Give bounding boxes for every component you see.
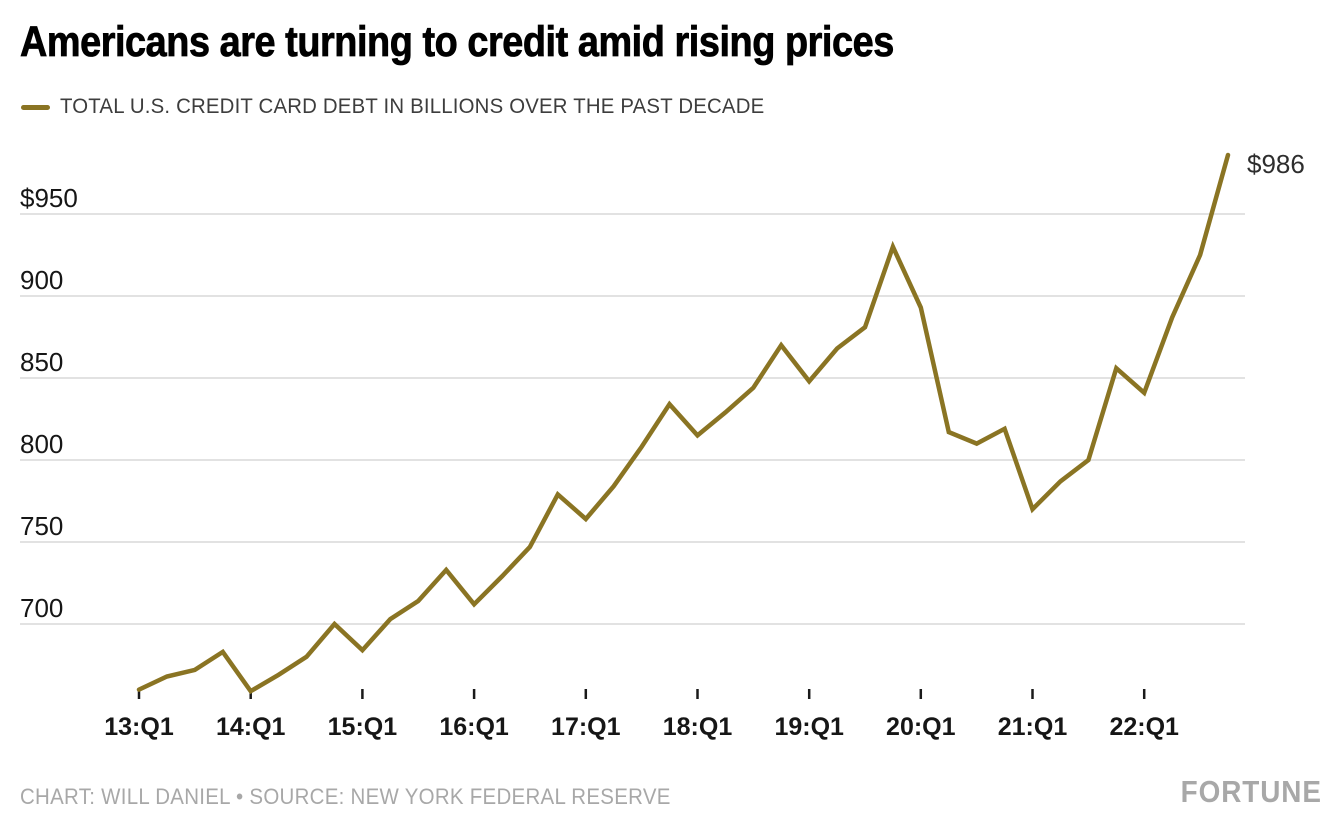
x-axis-label-18:Q1: 18:Q1 <box>663 713 733 741</box>
y-axis-label-950: $950 <box>20 183 78 213</box>
end-value-annotation: $986 <box>1246 148 1305 179</box>
y-axis-label-700: 700 <box>20 593 63 623</box>
chart-credit: CHART: WILL DANIEL • SOURCE: NEW YORK FE… <box>20 784 671 809</box>
x-axis-label-21:Q1: 21:Q1 <box>998 713 1068 741</box>
chart-title: Americans are turning to credit amid ris… <box>20 18 895 66</box>
x-axis-label-19:Q1: 19:Q1 <box>774 713 844 741</box>
x-axis-label-20:Q1: 20:Q1 <box>886 713 956 741</box>
legend: TOTAL U.S. CREDIT CARD DEBT IN BILLIONS … <box>21 94 786 120</box>
fortune-logo: FORTUNE <box>1180 774 1322 809</box>
x-axis-label-16:Q1: 16:Q1 <box>439 713 509 741</box>
y-axis-label-750: 750 <box>20 511 63 541</box>
y-axis-label-850: 850 <box>20 347 63 377</box>
x-axis-label-17:Q1: 17:Q1 <box>551 713 621 741</box>
y-axis-label-800: 800 <box>20 429 63 459</box>
x-axis-label-22:Q1: 22:Q1 <box>1109 713 1179 741</box>
x-axis-label-15:Q1: 15:Q1 <box>328 713 398 741</box>
x-axis-label-13:Q1: 13:Q1 <box>104 713 174 741</box>
legend-line-swatch <box>21 104 50 110</box>
legend-label: TOTAL U.S. CREDIT CARD DEBT IN BILLIONS … <box>60 95 765 118</box>
x-axis-label-14:Q1: 14:Q1 <box>216 713 286 741</box>
credit-card-debt-line <box>136 152 1231 695</box>
y-axis-label-900: 900 <box>20 265 63 295</box>
